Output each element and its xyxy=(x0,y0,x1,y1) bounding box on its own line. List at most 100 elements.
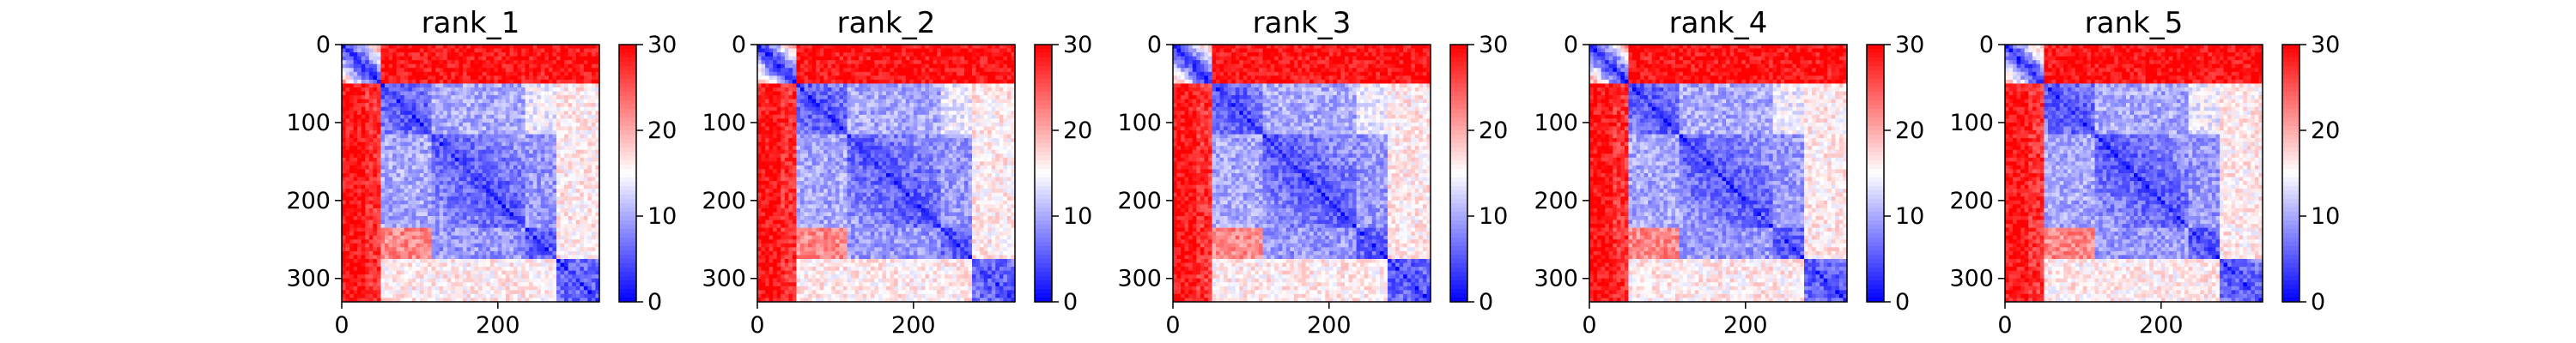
heatmap-cell xyxy=(983,68,988,73)
heatmap-cell xyxy=(587,270,592,275)
heatmap-cell xyxy=(454,56,459,61)
heatmap-cell xyxy=(811,60,817,65)
heatmap-cell xyxy=(428,83,433,88)
heatmap-cell xyxy=(532,255,538,260)
heatmap-cell xyxy=(342,184,347,190)
heatmap-cell xyxy=(505,106,511,111)
heatmap-cell xyxy=(431,114,436,119)
heatmap-cell xyxy=(357,278,362,283)
heatmap-cell xyxy=(400,169,405,174)
heatmap-cell xyxy=(423,60,428,65)
heatmap-cell xyxy=(537,68,542,73)
heatmap-cell xyxy=(532,165,538,171)
heatmap-cell xyxy=(404,255,409,260)
heatmap-cell xyxy=(968,60,973,65)
heatmap-cell xyxy=(537,212,542,217)
heatmap-cell xyxy=(529,177,534,182)
heatmap-cell xyxy=(471,130,476,135)
heatmap-cell xyxy=(380,122,386,128)
colorbar-segment xyxy=(619,208,636,213)
heatmap-cell xyxy=(583,208,588,214)
heatmap-cell xyxy=(587,149,592,154)
heatmap-cell xyxy=(411,79,416,85)
heatmap-cell xyxy=(591,255,597,260)
heatmap-cell xyxy=(517,232,522,237)
colorbar-segment xyxy=(619,66,636,71)
heatmap-cell xyxy=(462,181,468,186)
heatmap-cell xyxy=(497,235,502,240)
heatmap-cell xyxy=(521,200,526,205)
heatmap-cell xyxy=(894,63,899,69)
heatmap-cell xyxy=(494,56,499,61)
heatmap-cell xyxy=(408,224,413,229)
heatmap-cell xyxy=(462,173,468,178)
heatmap-cell xyxy=(560,45,565,50)
heatmap-cell xyxy=(443,239,448,244)
heatmap-cell xyxy=(466,153,471,159)
heatmap-cell xyxy=(980,71,985,76)
heatmap-cell xyxy=(548,184,554,190)
heatmap-cell xyxy=(388,293,393,299)
heatmap-cell xyxy=(462,204,468,209)
heatmap-cell xyxy=(451,141,456,147)
heatmap-cell xyxy=(443,208,448,214)
heatmap-cell xyxy=(400,48,405,53)
heatmap-cell xyxy=(537,286,542,291)
heatmap-cell xyxy=(575,95,580,100)
heatmap-cell xyxy=(583,262,588,268)
heatmap-cell xyxy=(416,153,421,159)
heatmap-cell xyxy=(408,208,413,214)
heatmap-cell xyxy=(560,274,565,280)
heatmap-cell xyxy=(373,157,378,162)
heatmap-cell xyxy=(509,130,514,135)
heatmap-cell xyxy=(373,99,378,104)
heatmap-cell xyxy=(580,247,585,252)
heatmap-cell xyxy=(505,204,511,209)
heatmap-cell xyxy=(505,149,511,154)
heatmap-cell xyxy=(886,68,891,73)
heatmap-cell xyxy=(431,71,436,76)
heatmap-cell xyxy=(548,270,554,275)
heatmap-cell xyxy=(486,247,491,252)
heatmap-cell xyxy=(428,169,433,174)
heatmap-cell xyxy=(392,227,398,232)
heatmap-cell xyxy=(373,134,378,139)
heatmap-cell xyxy=(419,189,425,194)
heatmap-cell xyxy=(396,232,401,237)
heatmap-cell xyxy=(451,126,456,131)
heatmap-cell xyxy=(342,169,347,174)
heatmap-cell xyxy=(423,250,428,256)
heatmap-cell xyxy=(486,68,491,73)
heatmap-cell xyxy=(428,184,433,190)
heatmap-cell xyxy=(431,196,436,202)
heatmap-cell xyxy=(396,146,401,151)
heatmap-cell xyxy=(443,189,448,194)
heatmap-cell xyxy=(416,75,421,81)
heatmap-cell xyxy=(428,262,433,268)
heatmap-cell xyxy=(580,267,585,272)
heatmap-cell xyxy=(423,173,428,178)
heatmap-cell xyxy=(459,184,464,190)
heatmap-cell xyxy=(474,157,479,162)
heatmap-cell xyxy=(560,243,565,248)
heatmap-cell xyxy=(580,282,585,287)
heatmap-cell xyxy=(968,52,973,57)
heatmap-cell xyxy=(560,216,565,221)
heatmap-cell xyxy=(548,63,554,69)
heatmap-cell xyxy=(373,247,378,252)
heatmap-cell xyxy=(595,138,600,143)
heatmap-cell xyxy=(443,293,448,299)
heatmap-cell xyxy=(365,220,370,225)
heatmap-cell xyxy=(459,286,464,291)
heatmap-cell xyxy=(796,75,801,81)
heatmap-cell xyxy=(439,91,444,96)
heatmap-cell xyxy=(373,141,378,147)
heatmap-cell xyxy=(580,224,585,229)
heatmap-cell xyxy=(521,83,526,88)
heatmap-cell xyxy=(788,48,793,53)
heatmap-cell xyxy=(482,184,487,190)
heatmap-cell xyxy=(388,274,393,280)
heatmap-cell xyxy=(831,63,836,69)
heatmap-cell xyxy=(556,239,562,244)
heatmap-cell xyxy=(560,56,565,61)
